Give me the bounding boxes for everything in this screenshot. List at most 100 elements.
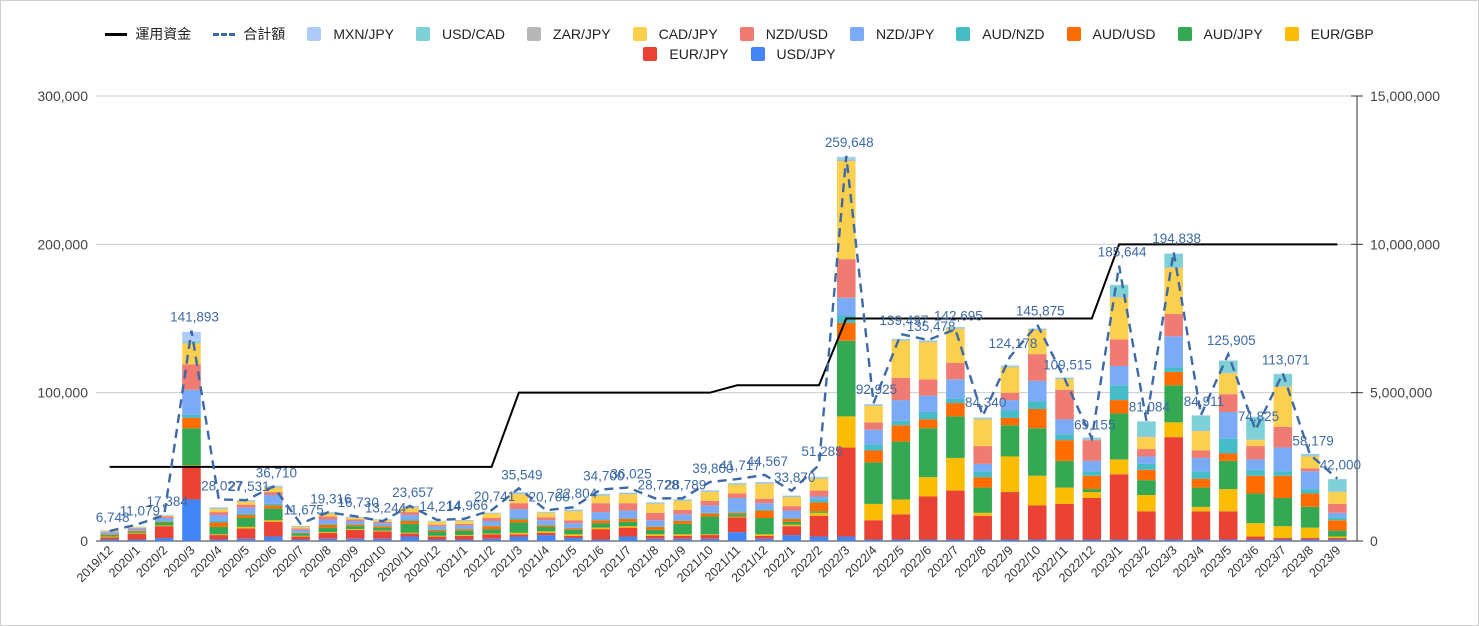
bar-segment-aud-nzd (1082, 471, 1102, 476)
bar-segment-eur-gbp (209, 534, 229, 536)
bar-segment-cad-jpy (1246, 440, 1265, 447)
bar-segment-eur-gbp (646, 534, 665, 536)
bar-segment-aud-usd (864, 450, 883, 463)
bar-segment-eur-gbp (727, 516, 747, 518)
bar-segment-nzd-usd (646, 512, 665, 521)
legend-swatch (307, 27, 322, 41)
bar-segment-eur-gbp (673, 534, 692, 536)
legend-swatch (1066, 27, 1081, 41)
legend-label: ZAR/JPY (553, 26, 611, 42)
bar-segment-nzd-jpy (455, 525, 474, 529)
y2-tick-label: 15,000,000 (1370, 88, 1440, 104)
bar-segment-zar-jpy (1246, 439, 1265, 441)
bar-segment-eur-jpy (400, 533, 420, 537)
bar-segment-cad-jpy (209, 509, 229, 513)
y2-tick-label: 5,000,000 (1370, 385, 1432, 401)
total-line (109, 155, 1339, 533)
bar-segment-aud-usd (973, 477, 992, 488)
bar-segment-aud-nzd (536, 524, 556, 526)
bar-segment-usd-jpy (1218, 539, 1238, 541)
bar-segment-nzd-usd (591, 503, 611, 513)
total-data-label: 11,675 (283, 503, 323, 518)
bar-segment-aud-nzd (1164, 367, 1183, 372)
bar-segment-usd-jpy (1109, 539, 1129, 541)
bar-segment-aud-jpy (564, 529, 583, 535)
bar-segment-eur-gbp (891, 499, 911, 515)
total-data-label: 92,925 (856, 382, 897, 397)
bar-segment-cad-jpy (264, 487, 283, 493)
bar-segment-nzd-usd (1273, 426, 1293, 448)
bar-segment-usd-cad (591, 494, 611, 496)
bar-segment-usd-jpy (1000, 539, 1020, 541)
bar-segment-zar-jpy (918, 341, 938, 343)
bar-segment-nzd-usd (700, 500, 720, 506)
bar-segment-cad-jpy (100, 531, 119, 532)
bar-segment-aud-usd (755, 510, 774, 519)
bar-segment-aud-jpy (646, 529, 665, 535)
bar-segment-eur-jpy (891, 514, 911, 540)
bar-segment-aud-jpy (809, 511, 829, 513)
bar-segment-nzd-jpy (1137, 456, 1156, 464)
bar-segment-eur-gbp (1055, 487, 1074, 504)
bar-segment-aud-usd (373, 526, 392, 528)
bar-segment-eur-gbp (946, 457, 965, 491)
bar-segment-aud-jpy (182, 428, 201, 466)
legend-item: USD/JPY (750, 46, 836, 62)
total-data-label: 84,340 (965, 395, 1006, 410)
bar-segment-nzd-jpy (973, 463, 992, 472)
total-data-label: 84,911 (1184, 394, 1224, 409)
bar-segment-cad-jpy (291, 526, 310, 529)
bar-segment-eur-gbp (1246, 523, 1265, 537)
y2-tick-label: 10,000,000 (1370, 236, 1440, 252)
legend-label: USD/JPY (776, 46, 836, 62)
bar-segment-usd-cad (1164, 253, 1183, 268)
bar-segment-zar-jpy (1191, 430, 1211, 432)
bar-segment-nzd-usd (154, 516, 174, 519)
y-tick-label: 200,000 (37, 236, 88, 252)
bar-segment-aud-usd (727, 512, 747, 515)
bar-segment-cad-jpy (536, 512, 556, 518)
bar-segment-aud-usd (182, 417, 201, 429)
bar-segment-usd-cad (1218, 360, 1238, 373)
bar-segment-nzd-jpy (782, 510, 801, 519)
bar-segment-usd-jpy (100, 539, 119, 541)
bar-segment-cad-jpy (318, 513, 338, 517)
bar-segment-aud-jpy (1191, 487, 1211, 507)
total-data-label: 58,179 (1292, 434, 1333, 449)
legend-item: ZAR/JPY (527, 26, 611, 42)
bar-segment-aud-nzd (1109, 385, 1129, 401)
bar-segment-usd-cad (564, 509, 583, 511)
bar-segment-aud-nzd (209, 520, 229, 523)
bar-segment-aud-nzd (1137, 463, 1156, 470)
bar-segment-cad-jpy (1218, 373, 1238, 395)
bar-segment-eur-jpy (1109, 474, 1129, 540)
bar-segment-usd-cad (1191, 415, 1211, 431)
bar-segment-usd-jpy (318, 538, 338, 541)
bar-segment-usd-cad (1328, 479, 1347, 492)
bar-segment-aud-usd (1082, 475, 1102, 490)
bar-segment-nzd-jpy (400, 515, 420, 520)
bar-segment-cad-jpy (400, 507, 420, 513)
bar-segment-usd-cad (509, 492, 529, 494)
bar-segment-zar-jpy (891, 340, 911, 341)
bar-segment-usd-jpy (455, 539, 474, 541)
bar-segment-nzd-usd (236, 504, 256, 508)
bar-segment-aud-jpy (236, 518, 256, 527)
bar-segment-zar-jpy (755, 483, 774, 484)
bar-segment-nzd-usd (1246, 446, 1265, 460)
bar-segment-aud-jpy (536, 526, 556, 532)
bar-segment-nzd-usd (1000, 392, 1020, 401)
bar-segment-nzd-jpy (673, 514, 692, 521)
bar-segment-eur-gbp (127, 532, 147, 534)
bar-segment-usd-cad (946, 327, 965, 329)
bar-segment-aud-jpy (946, 416, 965, 458)
bar-segment-usd-cad (809, 477, 829, 478)
bar-segment-cad-jpy (236, 501, 256, 505)
bar-segment-usd-jpy (973, 539, 992, 541)
bar-segment-eur-gbp (100, 536, 119, 538)
bar-segment-cad-jpy (345, 518, 365, 520)
legend-label: CAD/JPY (658, 26, 718, 42)
bar-segment-usd-jpy (1300, 539, 1320, 541)
bar-segment-eur-gbp (373, 530, 392, 532)
bar-segment-nzd-usd (727, 493, 747, 498)
